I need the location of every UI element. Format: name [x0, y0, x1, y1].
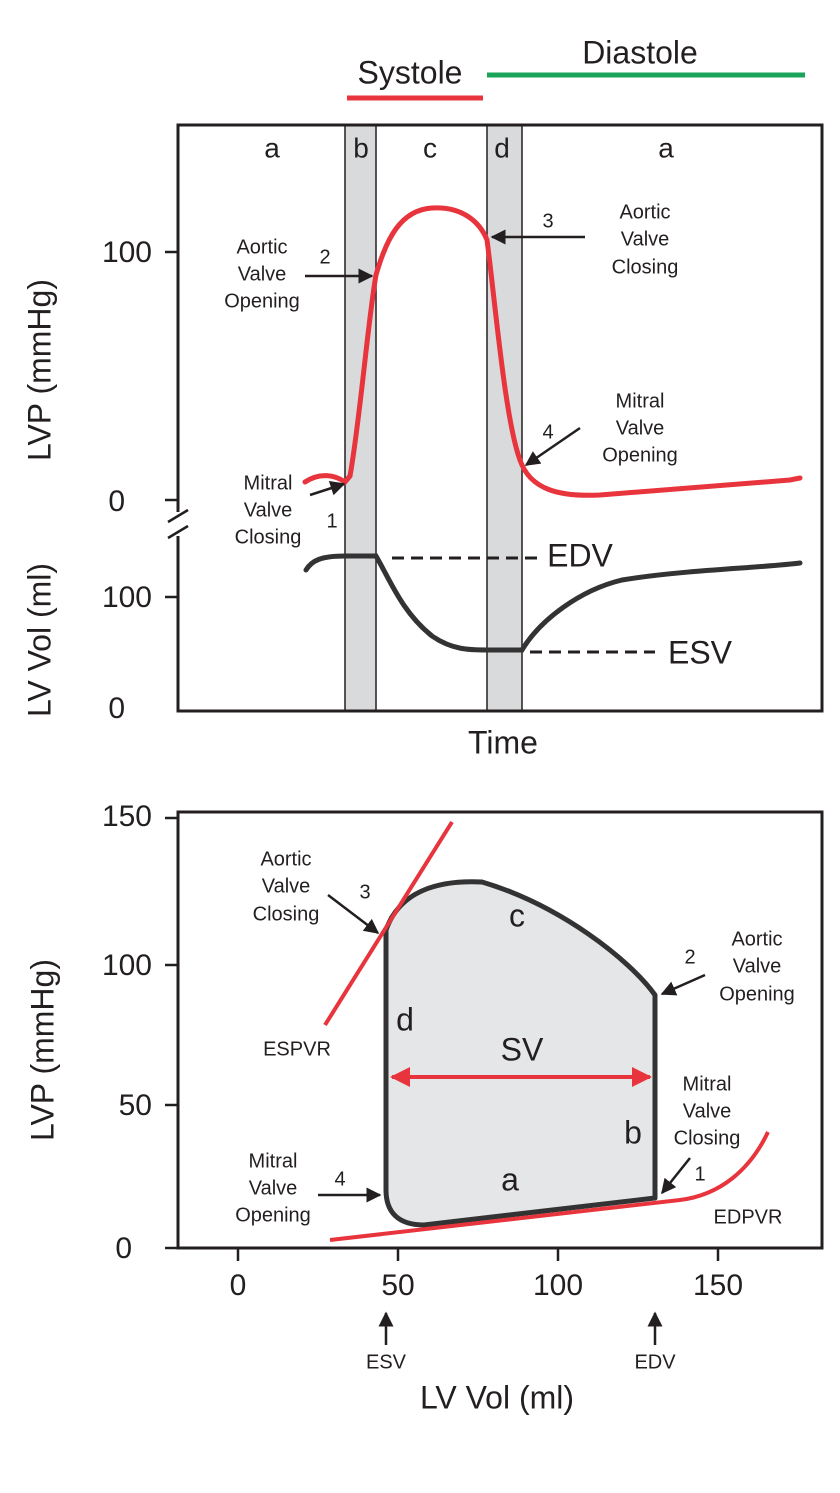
- espvr-line: [323, 820, 454, 1027]
- y-axis-label: LVP (mmHg): [21, 279, 57, 461]
- annotation: Valve: [616, 417, 665, 439]
- volume-curve: [303, 553, 803, 653]
- annotation: Valve: [683, 1100, 732, 1122]
- x-tick-label: 50: [381, 1269, 414, 1302]
- arrow: [309, 481, 346, 497]
- annotation: Opening: [719, 983, 795, 1005]
- annotation: Mitral: [683, 1073, 732, 1095]
- annotation-number: 2: [319, 246, 330, 268]
- loop-label: b: [624, 1114, 642, 1150]
- annotation-number: 3: [359, 881, 370, 903]
- annotation: Opening: [602, 444, 678, 466]
- y-axis-label: LV Vol (ml): [21, 563, 57, 717]
- annotation-number: 1: [326, 510, 337, 532]
- x-axis-label: Time: [468, 724, 538, 760]
- arrow: [327, 894, 380, 934]
- diastole-label: Diastole: [582, 34, 698, 70]
- annotation: Aortic: [236, 236, 287, 258]
- edpvr-label: EDPVR: [714, 1206, 783, 1228]
- annotation-number: 2: [684, 946, 695, 968]
- annotation: Aortic: [260, 848, 311, 870]
- arrow: [661, 1157, 691, 1195]
- loop-label: SV: [501, 1031, 544, 1067]
- edv-label: EDV: [547, 537, 613, 573]
- axis-break: [167, 524, 189, 540]
- arrow: [524, 426, 581, 467]
- y-tick-label: 0: [115, 1232, 132, 1265]
- y-tick-label: 100: [102, 236, 152, 269]
- band-label: a: [658, 132, 674, 163]
- annotation: Valve: [238, 263, 287, 285]
- axis-break: [167, 508, 189, 524]
- band-label: c: [423, 132, 437, 163]
- annotation: Closing: [674, 1127, 741, 1149]
- edv-marker-label: EDV: [634, 1351, 676, 1373]
- annotation-number: 3: [542, 210, 553, 232]
- arrow: [660, 973, 706, 996]
- esv-label: ESV: [668, 634, 733, 670]
- annotation: Opening: [235, 1204, 311, 1226]
- loop-label: c: [509, 897, 525, 933]
- x-axis-label: LV Vol (ml): [420, 1379, 574, 1415]
- annotation: Valve: [262, 875, 311, 897]
- pv-loop: [383, 879, 658, 1228]
- y-tick-label: 0: [108, 485, 125, 518]
- annotation-number: 1: [694, 1163, 705, 1185]
- bottom-frame: [176, 810, 824, 1250]
- annotation: Closing: [235, 526, 302, 548]
- x-tick-label: 100: [533, 1269, 583, 1302]
- loop-label: d: [396, 1001, 414, 1037]
- annotation: Mitral: [616, 390, 665, 412]
- x-tick-label: 0: [230, 1269, 247, 1302]
- esv-marker-label: ESV: [366, 1351, 407, 1373]
- edpvr-curve: [329, 1131, 770, 1242]
- annotation: Mitral: [244, 472, 293, 494]
- annotation-number: 4: [542, 421, 553, 443]
- y-tick-label: 0: [108, 692, 125, 725]
- annotation-number: 4: [334, 1168, 345, 1190]
- annotation: Valve: [249, 1177, 298, 1199]
- annotation: Valve: [733, 955, 782, 977]
- annotation: Closing: [253, 903, 320, 925]
- y-axis-label: LVP (mmHg): [24, 959, 60, 1141]
- systole-label: Systole: [358, 54, 463, 90]
- top-frame: [176, 123, 824, 713]
- y-tick-label: 100: [102, 949, 152, 982]
- band-label: a: [264, 132, 280, 163]
- band-d: [486, 124, 523, 712]
- annotation: Aortic: [731, 928, 782, 950]
- annotation: Valve: [244, 499, 293, 521]
- annotation: Opening: [224, 290, 300, 312]
- annotation: Valve: [621, 228, 670, 250]
- pressure-curve: [302, 205, 803, 498]
- y-tick-label: 150: [102, 800, 152, 833]
- band-label: b: [353, 132, 369, 163]
- y-tick-label: 100: [102, 581, 152, 614]
- x-tick-label: 150: [693, 1269, 743, 1302]
- annotation: Mitral: [249, 1150, 298, 1172]
- band-label: d: [494, 132, 510, 163]
- annotation: Aortic: [619, 201, 670, 223]
- espvr-label: ESPVR: [263, 1038, 331, 1060]
- annotation: Closing: [612, 256, 679, 278]
- y-tick-label: 50: [119, 1089, 152, 1122]
- loop-label: a: [501, 1161, 519, 1197]
